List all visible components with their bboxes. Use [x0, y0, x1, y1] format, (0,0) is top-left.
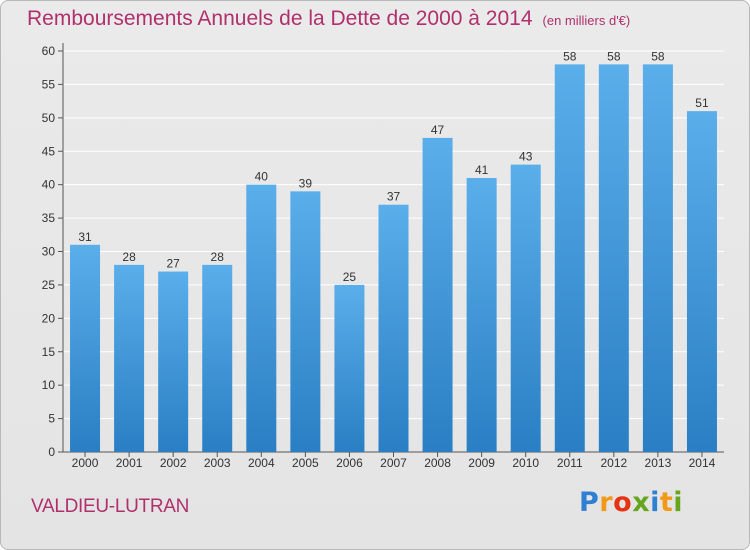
bar-value-label: 28	[211, 250, 225, 264]
y-tick-label: 60	[42, 44, 56, 58]
y-tick-label: 40	[42, 178, 56, 192]
bar	[422, 137, 453, 452]
bar-value-label: 58	[651, 49, 665, 63]
bar-value-label: 41	[475, 163, 489, 177]
y-tick-label: 35	[42, 211, 56, 225]
bar-value-label: 58	[563, 49, 577, 63]
x-tick-label: 2003	[204, 456, 231, 470]
logo-letter: i	[650, 487, 660, 518]
x-tick-label: 2001	[116, 456, 143, 470]
bar-value-label: 37	[387, 190, 401, 204]
x-tick-label: 2009	[468, 456, 495, 470]
town-name: VALDIEU-LUTRAN	[31, 496, 190, 517]
bar-value-label: 39	[299, 176, 313, 190]
bar	[642, 64, 673, 452]
bar	[158, 271, 189, 452]
logo-letter: r	[599, 487, 614, 518]
x-tick-label: 2006	[336, 456, 363, 470]
bar-value-label: 40	[255, 170, 269, 184]
x-tick-label: 2007	[380, 456, 407, 470]
bar-value-label: 25	[343, 270, 357, 284]
y-tick-label: 5	[48, 412, 55, 426]
proxiti-logo: Proxiti	[579, 487, 683, 518]
x-tick-label: 2011	[557, 456, 583, 470]
logo-letter: i	[673, 487, 684, 518]
x-tick-label: 2008	[424, 456, 451, 470]
bar	[290, 191, 321, 452]
x-tick-label: 2000	[72, 456, 99, 470]
bar	[246, 184, 277, 452]
x-tick-label: 2004	[248, 456, 275, 470]
y-tick-label: 55	[42, 77, 56, 91]
chart-unit: (en milliers d'€)	[542, 13, 631, 28]
y-tick-label: 50	[42, 111, 56, 125]
y-tick-label: 45	[42, 144, 56, 158]
bar-value-label: 47	[431, 123, 445, 137]
bar-value-label: 51	[695, 96, 709, 110]
bar	[554, 64, 585, 452]
bar-value-label: 31	[78, 230, 92, 244]
x-tick-label: 2012	[600, 456, 627, 470]
x-tick-label: 2010	[512, 456, 539, 470]
logo-letter: x	[632, 487, 651, 518]
bar-value-label: 58	[607, 49, 621, 63]
y-tick-label: 25	[42, 278, 56, 292]
bar	[686, 111, 717, 453]
bar-value-label: 43	[519, 150, 533, 164]
x-tick-label: 2005	[292, 456, 319, 470]
x-tick-label: 2002	[160, 456, 187, 470]
bar	[114, 264, 145, 452]
bar-value-label: 27	[166, 257, 180, 271]
bar	[510, 164, 541, 452]
bar	[466, 177, 497, 452]
bar	[598, 64, 629, 452]
x-tick-label: 2014	[689, 456, 716, 470]
y-tick-label: 30	[42, 245, 56, 259]
bar	[70, 244, 101, 452]
y-tick-label: 15	[42, 345, 56, 359]
logo-letter: o	[613, 487, 633, 518]
x-tick-label: 2013	[645, 456, 672, 470]
bars	[70, 64, 717, 453]
labels: 0 5 10 15 20 25 30 35 40 45 50 55 60 31 2000 28 2001 27 20…	[42, 44, 716, 470]
bar	[202, 264, 233, 452]
y-tick-label: 10	[42, 378, 56, 392]
chart-title-text: Remboursements Annuels de la Dette de 20…	[27, 7, 533, 30]
logo-letter: t	[659, 487, 674, 518]
bar	[334, 284, 365, 452]
bar-value-label: 28	[122, 250, 136, 264]
logo-letter: P	[579, 487, 600, 518]
chart-title: Remboursements Annuels de la Dette de 20…	[27, 7, 630, 31]
y-tick-label: 20	[42, 311, 56, 325]
bar	[378, 204, 409, 452]
y-tick-label: 0	[48, 445, 55, 459]
